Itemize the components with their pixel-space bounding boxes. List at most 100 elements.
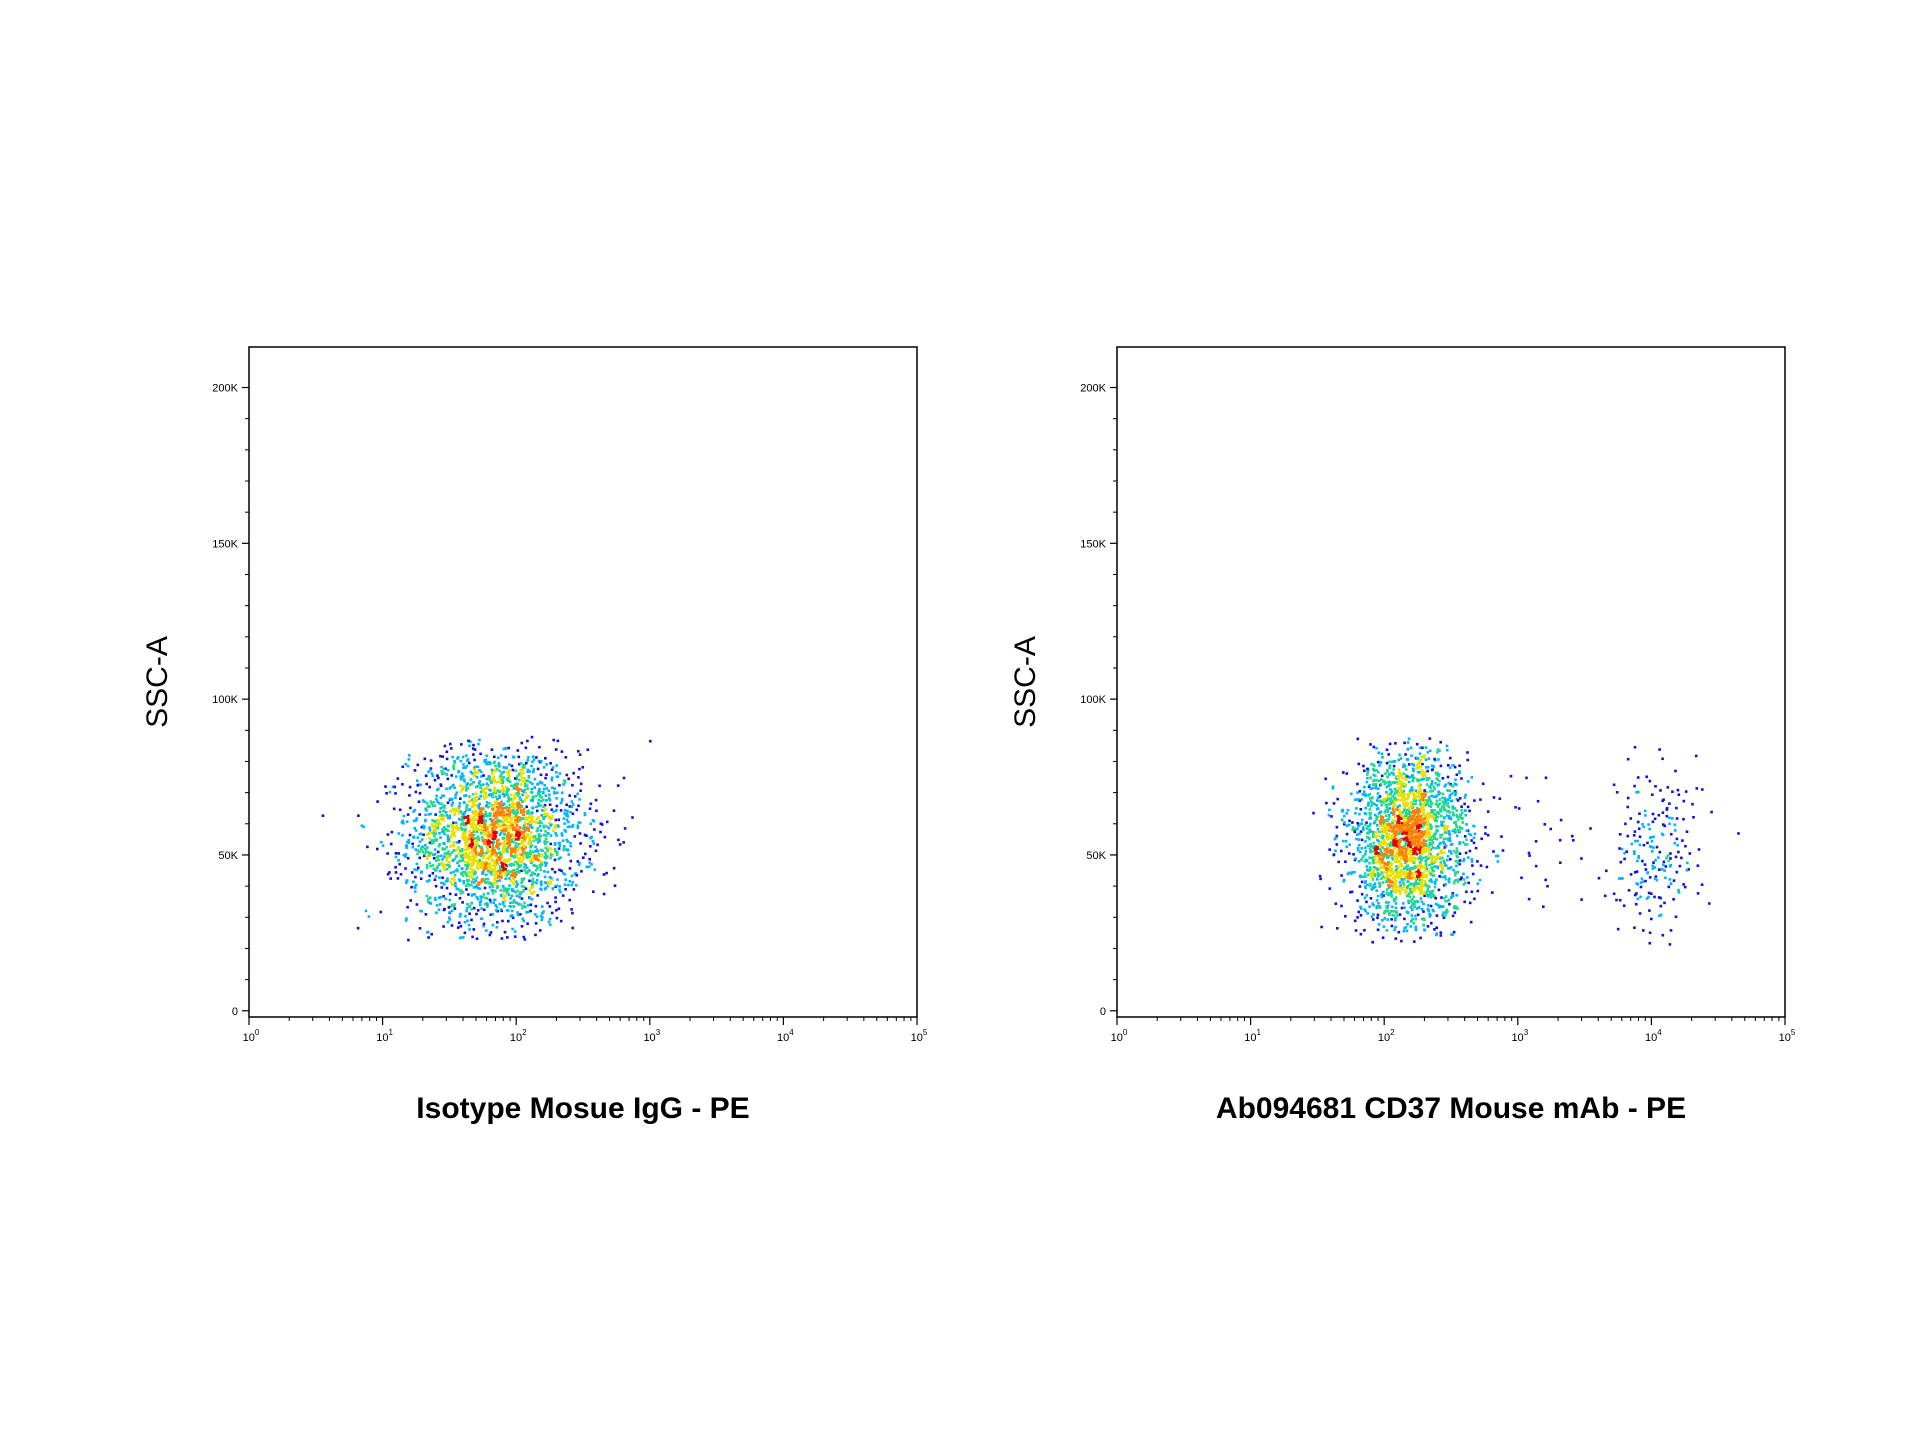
event-dot (1421, 808, 1424, 811)
event-dot (506, 850, 509, 854)
event-dot (1381, 824, 1385, 828)
event-dot (1402, 763, 1406, 766)
event-dot (1378, 854, 1381, 858)
event-dot (546, 884, 550, 888)
event-dot (526, 770, 529, 774)
event-dot (502, 775, 506, 779)
event-dot (1409, 876, 1413, 880)
event-dot (475, 937, 479, 940)
event-dot (417, 866, 420, 870)
event-dot (1412, 814, 1415, 817)
event-dot (497, 762, 501, 766)
event-dot (515, 814, 518, 818)
event-dot (537, 801, 540, 805)
event-dot (1421, 762, 1424, 766)
event-dot (1438, 791, 1442, 795)
event-dot (1398, 821, 1401, 824)
event-dot (1419, 802, 1422, 805)
event-dot (1391, 872, 1394, 876)
event-dot (1393, 910, 1396, 913)
event-dot (1442, 859, 1446, 862)
event-dot (539, 854, 543, 857)
event-dot (543, 803, 547, 807)
event-dot (532, 839, 535, 842)
event-dot (538, 838, 541, 842)
event-dot (444, 897, 447, 901)
event-dot (420, 847, 423, 850)
event-dot (516, 913, 520, 917)
event-dot (539, 862, 543, 865)
event-dot (1330, 815, 1333, 818)
event-dot (535, 848, 539, 851)
event-dot (486, 840, 489, 843)
event-dot (478, 797, 481, 800)
event-dot (471, 874, 474, 877)
event-dot (1445, 908, 1449, 912)
event-dot (1437, 846, 1441, 850)
event-dot (450, 804, 454, 807)
event-dot (539, 773, 543, 777)
event-dot (472, 861, 476, 864)
event-dot (485, 785, 489, 788)
event-dot (512, 815, 516, 819)
event-dot (472, 812, 475, 816)
event-dot (1402, 929, 1406, 933)
event-dot (567, 820, 570, 824)
event-dot (424, 818, 427, 822)
event-dot (459, 912, 462, 916)
event-dot (441, 771, 445, 774)
event-dot (1356, 916, 1359, 919)
event-dot (451, 755, 454, 759)
event-dot (1455, 864, 1458, 868)
event-dot (479, 895, 482, 898)
event-dot (470, 908, 473, 911)
event-dot (436, 850, 440, 854)
event-dot (496, 921, 499, 924)
event-dot (555, 850, 558, 854)
event-dot (397, 832, 401, 835)
event-dot (413, 808, 417, 812)
event-dot (498, 790, 501, 794)
event-dot (440, 806, 444, 809)
event-dot (1376, 792, 1380, 795)
event-dot (1430, 794, 1434, 798)
event-dot (622, 776, 626, 780)
event-dot (467, 739, 470, 743)
event-dot (506, 770, 509, 774)
event-dot (498, 856, 502, 860)
event-dot (1398, 843, 1401, 847)
event-dot (494, 904, 497, 907)
event-dot (1461, 811, 1464, 815)
event-dot (490, 823, 494, 826)
event-dot (512, 835, 516, 839)
event-dot (455, 887, 459, 891)
event-dot (502, 807, 506, 810)
event-dot (507, 844, 511, 848)
event-dot (515, 777, 518, 781)
event-dot (547, 832, 550, 835)
event-dot (1377, 860, 1380, 864)
event-dot (1374, 835, 1378, 838)
event-dot (1410, 874, 1414, 877)
event-dot (476, 784, 480, 788)
event-dot (1372, 767, 1375, 771)
event-dot (473, 800, 476, 803)
event-dot (432, 841, 435, 844)
event-dot (1374, 787, 1378, 790)
event-dot (402, 822, 405, 825)
event-dot (482, 924, 485, 928)
event-dot (424, 807, 427, 811)
event-dot (1448, 877, 1451, 881)
event-dot (501, 780, 505, 783)
event-dot (1447, 781, 1451, 785)
event-dot (481, 818, 484, 822)
event-dot (491, 848, 494, 851)
event-dot (453, 907, 457, 910)
event-dot (509, 834, 512, 837)
event-dot (494, 764, 498, 768)
event-dot (532, 768, 535, 771)
event-dot (518, 798, 522, 801)
event-dot (516, 849, 519, 852)
event-dot (571, 823, 575, 827)
event-dot (1359, 932, 1363, 936)
